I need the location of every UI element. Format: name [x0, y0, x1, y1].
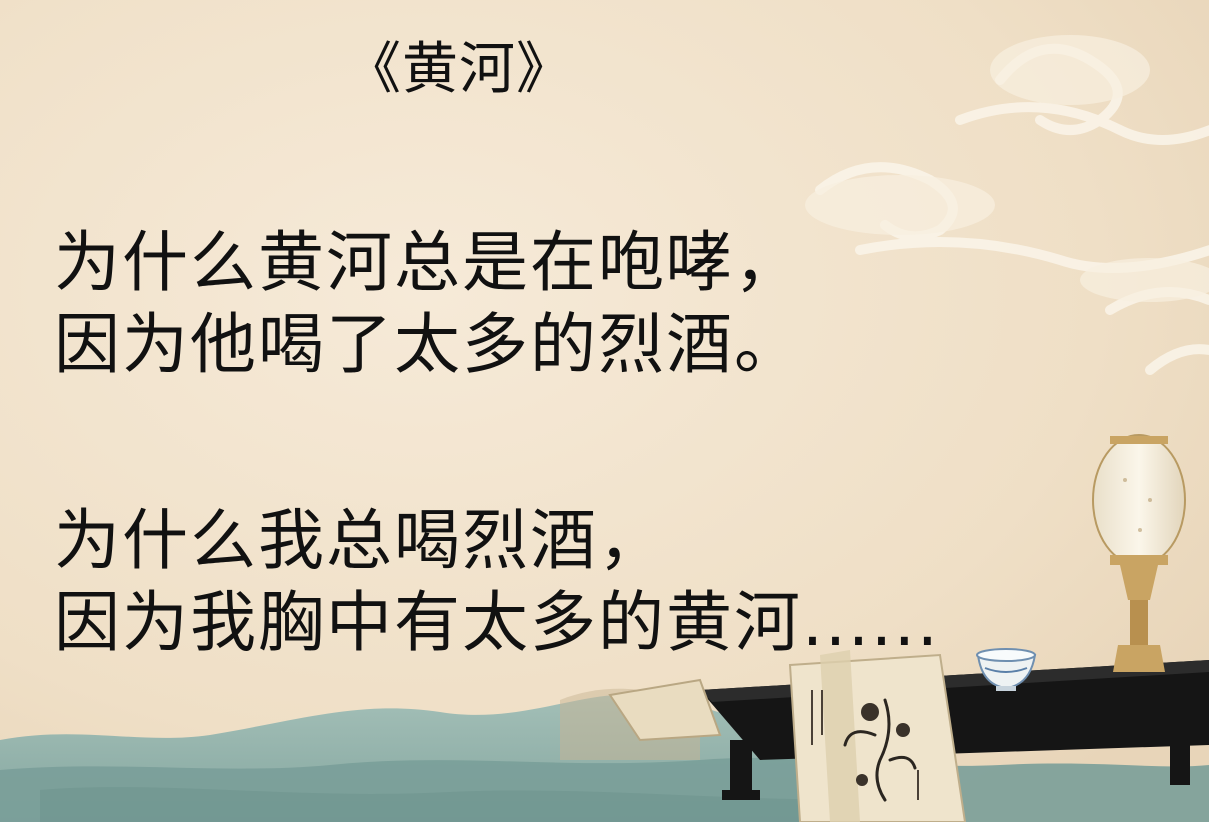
poem-line: 因为他喝了太多的烈酒。	[54, 305, 802, 383]
cloud-shapes	[805, 35, 1209, 302]
poem-title: 《黄河》	[345, 37, 573, 102]
palace-lamp-illustration	[1092, 434, 1186, 672]
porcelain-teacup-illustration	[976, 648, 1037, 691]
poem-line: 因为我胸中有太多的黄河......	[54, 583, 940, 661]
painted-scrolls-illustration	[608, 650, 967, 822]
poem-stanza-2: 为什么我总喝烈酒， 因为我胸中有太多的黄河......	[54, 500, 940, 664]
poem-line: 为什么我总喝烈酒，	[54, 502, 666, 579]
poem-line: 为什么黄河总是在咆哮，	[54, 224, 802, 301]
poem-stanza-1: 为什么黄河总是在咆哮， 因为他喝了太多的烈酒。	[54, 222, 802, 386]
